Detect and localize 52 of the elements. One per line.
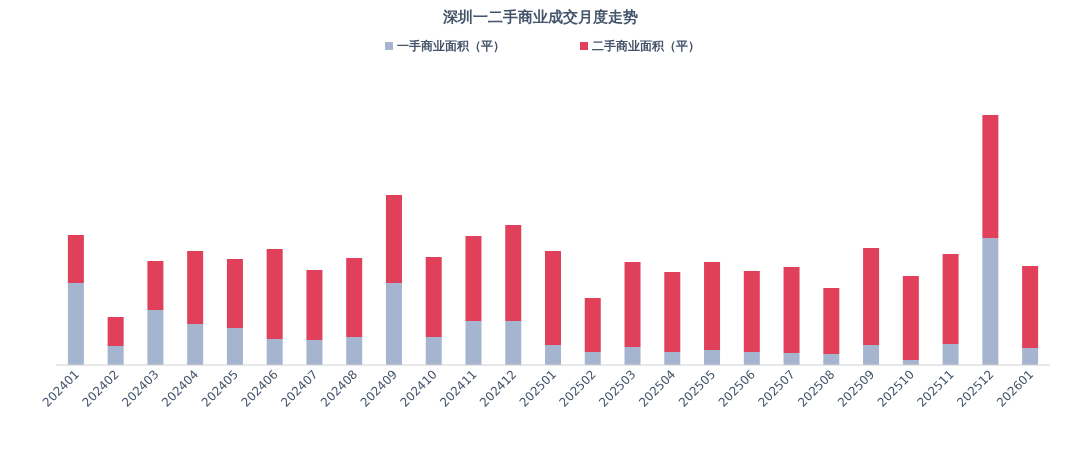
bar <box>942 344 959 365</box>
bar <box>306 340 323 365</box>
bar <box>942 254 959 344</box>
bar <box>624 262 641 347</box>
bar <box>266 249 283 339</box>
bar <box>1022 266 1039 348</box>
bar <box>545 345 561 365</box>
bar <box>187 324 204 365</box>
legend-label: 一手商业面积（平） <box>397 39 505 53</box>
bar <box>385 283 402 365</box>
bar <box>863 345 880 365</box>
bar <box>465 236 482 321</box>
bar <box>584 352 601 365</box>
bar <box>624 347 641 365</box>
bar <box>67 235 84 283</box>
bar <box>107 346 124 365</box>
bar <box>505 321 522 365</box>
bar <box>982 238 999 365</box>
bar <box>783 267 800 353</box>
bar <box>465 321 482 365</box>
bar <box>704 350 721 365</box>
bar <box>545 251 561 345</box>
bar <box>107 317 124 346</box>
bar <box>823 354 840 365</box>
bar <box>147 310 164 365</box>
bar <box>226 259 243 328</box>
bar <box>664 272 681 352</box>
bar <box>1022 348 1039 365</box>
bar <box>425 337 442 365</box>
bar <box>346 337 363 365</box>
legend-label: 二手商业面积（平） <box>592 39 700 53</box>
bar <box>704 262 721 350</box>
bar <box>187 251 204 324</box>
bar <box>266 339 283 365</box>
bar <box>743 271 760 352</box>
bar <box>783 353 800 365</box>
bar <box>425 257 442 337</box>
bar <box>226 328 243 365</box>
bar <box>306 270 323 340</box>
bar <box>505 225 522 321</box>
bar <box>743 352 760 365</box>
bar <box>823 288 840 354</box>
bar <box>147 261 164 310</box>
bar <box>385 195 402 283</box>
bar <box>584 298 601 352</box>
bar <box>902 276 919 360</box>
bar <box>346 258 363 337</box>
bar <box>664 352 681 365</box>
chart-title: 深圳一二手商业成交月度走势 <box>441 8 638 26</box>
bar <box>982 115 999 238</box>
bar <box>863 248 880 345</box>
bar <box>67 283 84 365</box>
